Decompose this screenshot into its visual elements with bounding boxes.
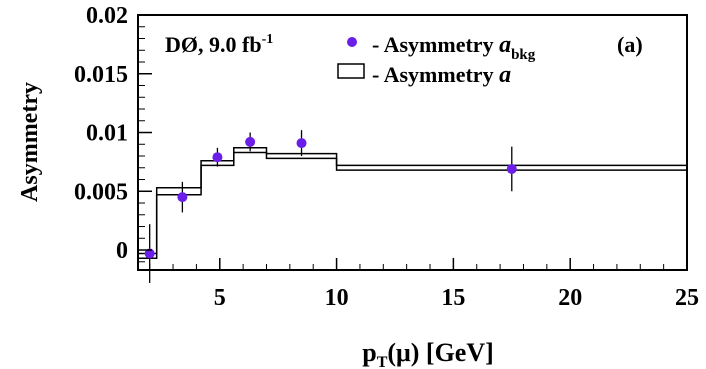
x-tick-label: 25 <box>675 285 699 311</box>
histogram-layer <box>138 147 687 259</box>
experiment-label-sup: -1 <box>262 32 274 47</box>
x-axis-label: pT(μ) [GeV] <box>362 338 494 369</box>
legend-entry-a-prefix: - Asymmetry <box>372 62 499 87</box>
axis-ticks-layer: 5 10 15 20 25 0 0.005 0.01 0.015 0.02 <box>74 3 699 311</box>
experiment-label-main: DØ, 9.0 fb <box>165 32 262 57</box>
y-tick-label: 0.01 <box>86 121 128 147</box>
y-tick-label: 0.005 <box>74 179 128 205</box>
data-point <box>144 248 155 259</box>
legend-entry-abkg: - Asymmetry abkg <box>372 32 536 63</box>
x-tick-label: 5 <box>214 285 226 311</box>
y-tick-label: 0.015 <box>74 62 128 88</box>
data-point <box>245 136 256 147</box>
data-point <box>506 163 517 174</box>
x-axis-label-rest: (μ) [GeV] <box>387 338 493 367</box>
data-point <box>212 152 223 163</box>
experiment-label: DØ, 9.0 fb-1 <box>165 32 273 57</box>
histogram-upper-line <box>138 147 687 255</box>
legend-dot-icon <box>347 37 357 47</box>
x-tick-label: 20 <box>558 285 582 311</box>
data-point <box>177 192 188 203</box>
data-point <box>296 138 307 149</box>
legend-entry-abkg-italic: a <box>499 32 511 58</box>
legend-entry-a-italic: a <box>499 62 511 88</box>
y-tick-label: 0 <box>116 238 128 264</box>
x-axis-label-main: p <box>362 338 376 367</box>
x-tick-label: 10 <box>325 285 349 311</box>
plot-frame <box>137 14 688 271</box>
histogram-lower-line <box>138 151 687 259</box>
x-axis-label-sub: T <box>377 354 388 369</box>
legend-entry-a: - Asymmetry a <box>372 62 511 88</box>
data-points-layer <box>144 130 517 283</box>
x-tick-label: 15 <box>441 285 465 311</box>
legend-entry-abkg-prefix: - Asymmetry <box>372 32 499 57</box>
legend-box-icon <box>337 63 365 79</box>
y-tick-label: 0.02 <box>86 3 128 29</box>
y-axis-label: Asymmetry <box>17 82 43 202</box>
panel-label: (a) <box>617 32 643 57</box>
legend-entry-abkg-sub: bkg <box>511 47 536 63</box>
